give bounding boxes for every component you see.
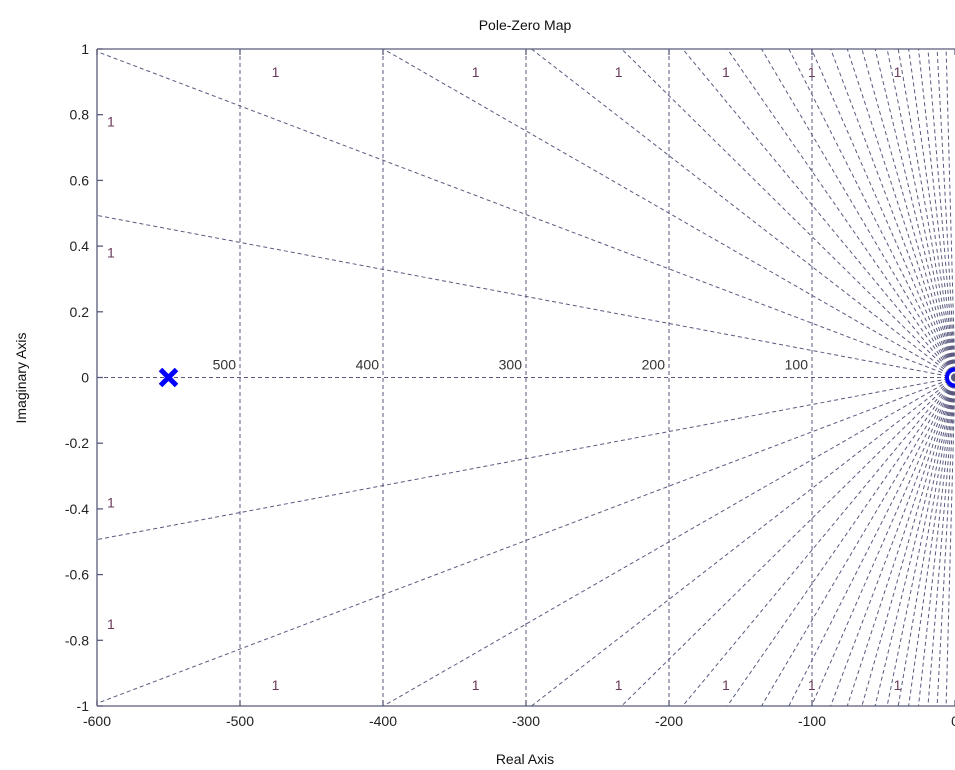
grid-damping-ray: [97, 377, 955, 704]
grid-damping-ray: [621, 377, 955, 706]
grid-damping-ray: [917, 377, 955, 706]
y-tick-label: 0.8: [70, 107, 90, 123]
pole-marker: [158, 367, 179, 388]
grid-damping-ray: [726, 377, 955, 706]
grid-damping-ray: [383, 377, 955, 706]
grid-damping-ray: [927, 49, 955, 378]
grid-damping-label: 1: [615, 677, 623, 693]
grid-damping-ray: [682, 377, 955, 706]
zero-marker: [945, 367, 955, 388]
grid-damping-ray: [531, 377, 955, 706]
grid-damping-ray: [830, 377, 955, 706]
grid-damping-ray: [761, 377, 955, 706]
grid-damping-ray: [846, 377, 955, 706]
grid-damping-ray: [936, 377, 955, 706]
grid-damping-label: 1: [808, 64, 816, 80]
grid-damping-ray: [908, 49, 955, 378]
grid-damping-label: 1: [272, 677, 280, 693]
grid-damping-ray: [761, 49, 955, 378]
grid-damping-label: 1: [894, 64, 902, 80]
pole-marker-stroke: [158, 367, 179, 388]
grid-damping-ray: [861, 377, 955, 706]
grid-damping-ray: [383, 49, 955, 378]
grid-damping-ray: [811, 49, 955, 378]
grid-damping-ray: [726, 49, 955, 378]
grid-damping-label: 1: [808, 677, 816, 693]
x-tick-label: -500: [226, 713, 254, 729]
grid-damping-label: 1: [272, 64, 280, 80]
grid-damping-ray: [908, 377, 955, 706]
x-tick-label: -300: [512, 713, 540, 729]
grid-damping-label: 1: [107, 494, 115, 510]
x-tick-label: -100: [798, 713, 826, 729]
frame-layer: [96, 48, 955, 707]
y-tick-label: 0.6: [70, 172, 90, 188]
y-tick-label: -0.8: [65, 632, 89, 648]
grid-damping-ray: [97, 51, 955, 378]
grid-damping-ray: [682, 49, 955, 378]
grid-damping-ray: [861, 49, 955, 378]
grid-damping-ray: [927, 377, 955, 706]
grid-damping-ray: [97, 377, 955, 541]
grid-damping-ray: [945, 49, 955, 378]
grid-damping-label: 1: [107, 113, 115, 129]
grid-damping-ray: [830, 49, 955, 378]
x-axis-title: Real Axis: [496, 751, 554, 767]
y-tick-label: 1: [81, 41, 89, 57]
grid-wn-label: 200: [642, 357, 666, 373]
grid-layer: 500 400 300 200 100 1 1 1 1 1 1 1 1 1 1 1 1 1 1 1 1: [97, 49, 955, 706]
grid-wn-label: 100: [785, 357, 809, 373]
x-tick-label: -400: [369, 713, 397, 729]
grid-damping-label: 1: [107, 616, 115, 632]
grid-damping-ray: [621, 49, 955, 378]
x-tick-label: 0: [951, 713, 955, 729]
grid-damping-ray: [788, 377, 955, 706]
y-tick-label: 0: [81, 370, 89, 386]
chart-title: Pole-Zero Map: [479, 17, 572, 33]
grid-damping-label: 1: [722, 64, 730, 80]
y-tick-label: -1: [77, 698, 90, 714]
marks-layer: [158, 367, 955, 388]
grid-damping-ray: [874, 49, 955, 378]
grid-damping-ray: [917, 49, 955, 378]
y-tick-label: -0.6: [65, 567, 89, 583]
grid-damping-label: 1: [722, 677, 730, 693]
y-tick-label: -0.4: [65, 501, 89, 517]
grid-damping-ray: [936, 49, 955, 378]
grid-wn-label: 300: [499, 357, 523, 373]
grid-damping-label: 1: [472, 64, 480, 80]
grid-damping-label: 1: [107, 245, 115, 261]
grid-damping-ray: [97, 214, 955, 378]
grid-damping-ray: [811, 377, 955, 706]
ticks-layer: -600 -500 -400 -300 -200 -100 0 1 0.8 0.6 0.4 0.2 0 -…: [65, 41, 955, 729]
y-tick-label: 0.2: [70, 304, 90, 320]
grid-damping-ray: [531, 49, 955, 378]
grid-wn-label: 500: [213, 357, 237, 373]
grid-damping-label: 1: [472, 677, 480, 693]
x-tick-label: -200: [655, 713, 683, 729]
y-tick-label: -0.2: [65, 435, 89, 451]
x-tick-label: -600: [83, 713, 111, 729]
grid-wn-label: 400: [356, 357, 380, 373]
grid-damping-label: 1: [894, 677, 902, 693]
grid-damping-ray: [788, 49, 955, 378]
grid-damping-ray: [874, 377, 955, 706]
grid-damping-ray: [945, 377, 955, 706]
y-axis-title: Imaginary Axis: [13, 332, 29, 423]
grid-damping-ray: [846, 49, 955, 378]
grid-damping-label: 1: [615, 64, 623, 80]
y-tick-label: 0.4: [70, 238, 90, 254]
